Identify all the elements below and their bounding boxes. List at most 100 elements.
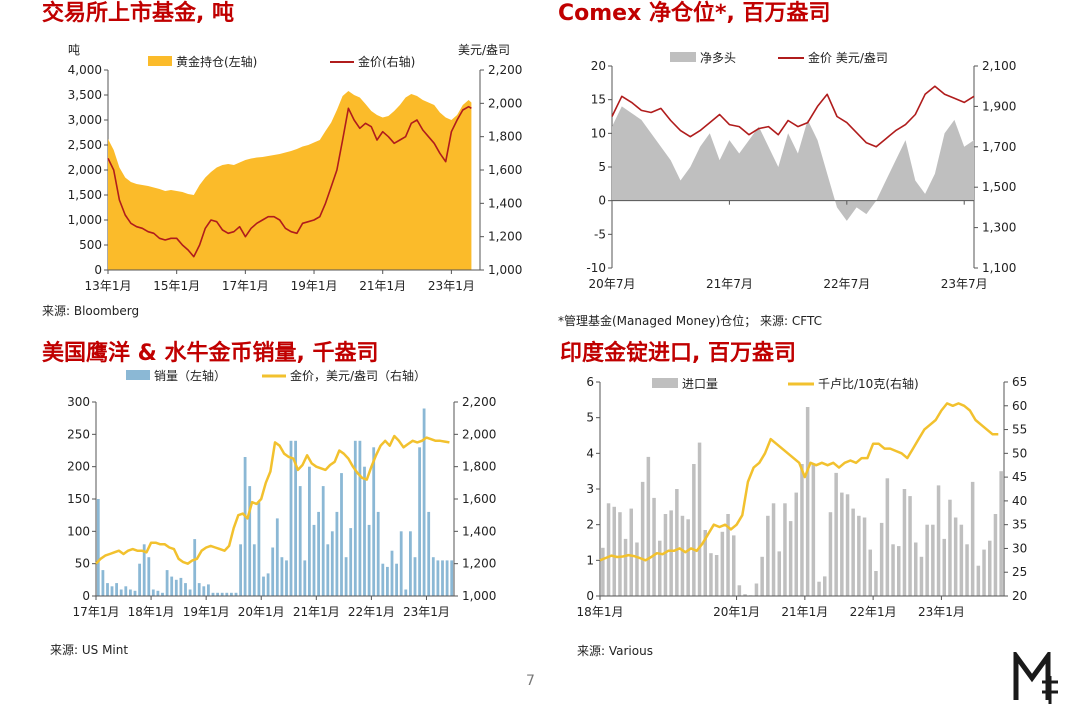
x-tick-label: 21年1月: [293, 605, 340, 619]
bar: [851, 508, 855, 596]
y-tick-label-left: 0: [598, 194, 606, 208]
bar: [640, 481, 645, 596]
bar: [914, 542, 918, 596]
bar: [669, 510, 673, 596]
bar: [970, 481, 975, 596]
bar: [902, 489, 907, 596]
y-tick-label-left: 3,000: [68, 113, 102, 127]
bar: [216, 592, 219, 596]
bar: [601, 547, 605, 596]
bar: [450, 560, 454, 596]
bar: [646, 456, 651, 596]
bar: [353, 440, 357, 596]
bar: [119, 589, 123, 596]
y-tick-label-left: 0: [82, 589, 90, 603]
bar: [766, 515, 770, 597]
bar: [868, 549, 872, 596]
bar: [262, 576, 265, 596]
bar: [771, 503, 776, 596]
bar: [399, 531, 403, 596]
bar: [179, 577, 183, 596]
page-number: 7: [526, 673, 535, 689]
y-tick-label-right: 20: [1012, 589, 1027, 603]
bar: [726, 514, 730, 596]
bar: [982, 549, 986, 596]
bar: [372, 447, 376, 596]
legend-swatch-box: [670, 52, 696, 62]
bar: [298, 486, 302, 596]
x-tick-label: 23年7月: [941, 277, 988, 291]
bar: [165, 570, 169, 596]
panel-title-comex: Comex 净仓位*, 百万盎司: [558, 1, 831, 26]
bar: [409, 531, 412, 596]
y-tick-label-right: 1,900: [982, 99, 1016, 113]
bar: [257, 502, 261, 596]
bar: [431, 557, 435, 596]
bar: [686, 519, 690, 596]
bar: [891, 544, 895, 596]
bar: [743, 594, 747, 596]
y-tick-label-right: 1,000: [488, 263, 522, 277]
chart-india-imports: 6 5 4 3 2 1 0 65 60 55 50 45 40 35 30 25 20 18年1月 20年1月 21年…: [560, 368, 1060, 638]
y-tick-label-right: 40: [1012, 494, 1027, 508]
y-tick-label-left: 4,000: [68, 63, 102, 77]
x-tick-label: 18年1月: [128, 605, 175, 619]
y-tick-label-left: 5: [586, 411, 594, 425]
x-tick-label: 21年1月: [781, 605, 828, 619]
line-series-1: [611, 85, 975, 148]
bar: [800, 464, 804, 596]
bar: [308, 466, 311, 596]
bar: [197, 583, 201, 596]
y-tick-label-right: 1,100: [982, 261, 1016, 275]
bar: [427, 511, 431, 596]
legend-label: 千卢比/10克(右轴): [818, 376, 919, 391]
line-series-1: [107, 105, 472, 258]
bar: [184, 583, 187, 596]
bar: [230, 592, 233, 596]
y-tick-label-left: 20: [591, 59, 606, 73]
bar: [285, 560, 288, 596]
y-tick-label-right: 1,800: [462, 460, 496, 474]
chart-etf-holdings: 4,000 3,500 3,000 2,500 2,000 1,500 1,000 500 0 2…: [40, 34, 540, 304]
y-tick-label-right: 2,200: [488, 63, 522, 77]
y-tick-label-right: 45: [1012, 470, 1027, 484]
y-tick-label-left: 200: [67, 460, 90, 474]
bar: [652, 497, 656, 596]
bar: [709, 553, 713, 596]
source-india: 来源: Various: [577, 644, 653, 658]
bar: [788, 521, 793, 596]
bar: [692, 464, 696, 596]
bar: [612, 506, 616, 596]
axis-unit-left: 吨: [68, 43, 80, 57]
y-tick-label-left: 1,000: [68, 213, 102, 227]
x-tick-label: 20年7月: [589, 277, 636, 291]
bar: [959, 524, 964, 596]
bar: [879, 522, 884, 596]
y-tick-label-right: 2,000: [488, 96, 522, 110]
y-tick-label-right: 1,400: [488, 196, 522, 210]
x-tick-label: 23年1月: [918, 605, 965, 619]
bar: [976, 565, 981, 596]
chart-comex-net: 20 15 10 5 0 -5 -10 2,100 1,900 1,700 1,500 1,300 1,…: [550, 34, 1060, 304]
bar: [330, 531, 334, 596]
bar: [151, 589, 155, 596]
legend-label: 金价(右轴): [358, 54, 415, 69]
bar: [363, 466, 366, 596]
y-tick-label-right: 1,500: [982, 180, 1016, 194]
bar: [106, 583, 109, 596]
bar: [925, 524, 929, 596]
y-tick-label-left: -5: [594, 227, 606, 241]
area-series-0: [108, 91, 472, 270]
bar: [138, 563, 141, 596]
bar: [413, 557, 417, 596]
bar: [335, 511, 339, 596]
y-tick-label-left: 150: [67, 492, 90, 506]
bar: [777, 551, 781, 596]
x-tick-label: 18年1月: [577, 605, 624, 619]
y-tick-label-right: 1,200: [488, 230, 522, 244]
y-tick-label-left: 250: [67, 427, 90, 441]
bar: [897, 546, 901, 596]
bar: [207, 584, 210, 596]
y-tick-label-right: 2,100: [982, 59, 1016, 73]
bar: [303, 560, 307, 596]
